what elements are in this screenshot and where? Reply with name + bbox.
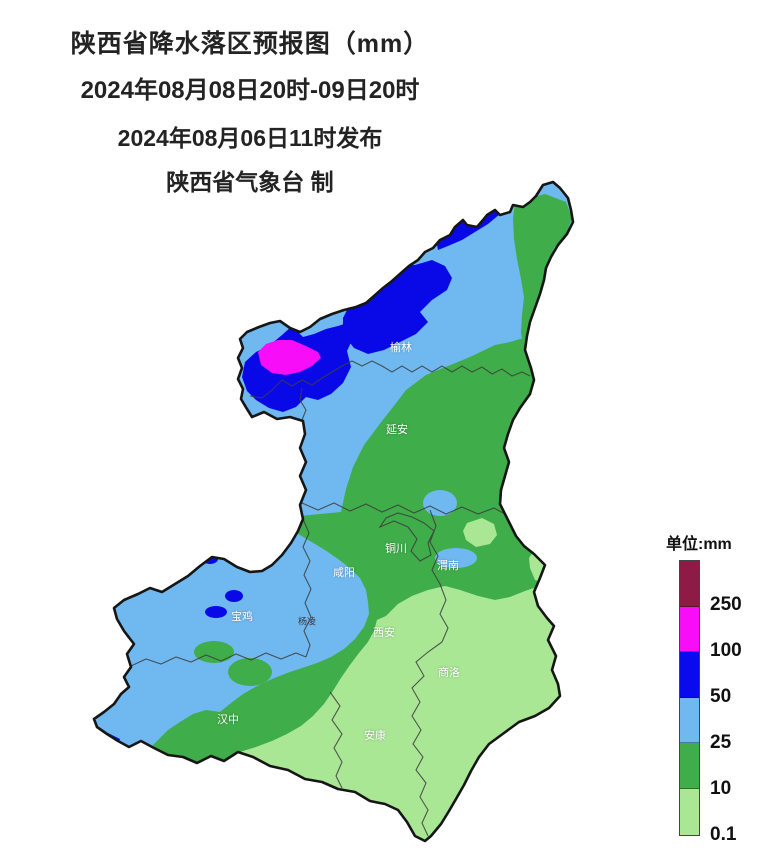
legend-swatch-250: [680, 561, 699, 607]
legend-label-25: 25: [710, 732, 732, 753]
zone-lightblue-lake1: [423, 490, 457, 516]
zone-green-patch-west: [194, 641, 234, 663]
zone-green-northeast: [513, 194, 572, 352]
legend-label-10: 10: [710, 778, 732, 799]
forecast-period: 2024年08月08日20时-09日20时: [80, 77, 420, 104]
internal-boundaries: [130, 360, 531, 837]
legend-label-100: 100: [710, 640, 742, 661]
legend-swatch-25: [680, 697, 699, 744]
legend-swatch-50: [680, 652, 699, 698]
zone-darkblue-dot3: [205, 606, 227, 618]
zone-lightgreen-patch1: [463, 518, 497, 547]
legend: 单位:mm 250 100 50 25 10 0.1: [666, 536, 757, 845]
issue-time: 2024年08月06日11时发布: [117, 125, 383, 151]
legend-swatch-10: [680, 743, 699, 789]
legend-label-50: 50: [710, 686, 732, 707]
legend-label-01: 0.1: [710, 824, 737, 845]
legend-swatch-100: [680, 606, 699, 653]
zone-magenta-core: [258, 340, 321, 375]
legend-label-250: 250: [710, 594, 742, 615]
zone-lightblue-lake2: [435, 548, 477, 568]
issuing-agency: 陕西省气象台 制: [166, 169, 334, 195]
zone-green-patch-west2: [228, 658, 272, 686]
map-title: 陕西省降水落区预报图（mm）: [70, 30, 430, 58]
zone-darkblue-northwest: [343, 260, 452, 354]
province-outline: [92, 180, 575, 843]
legend-unit-title: 单位:mm: [666, 536, 732, 553]
legend-color-bar: [679, 560, 700, 836]
zone-darkblue-dot2: [225, 590, 243, 602]
title-block: 陕西省降水落区预报图（mm） 2024年08月08日20时-09日20时 202…: [0, 24, 500, 197]
legend-swatch-01: [680, 788, 699, 835]
